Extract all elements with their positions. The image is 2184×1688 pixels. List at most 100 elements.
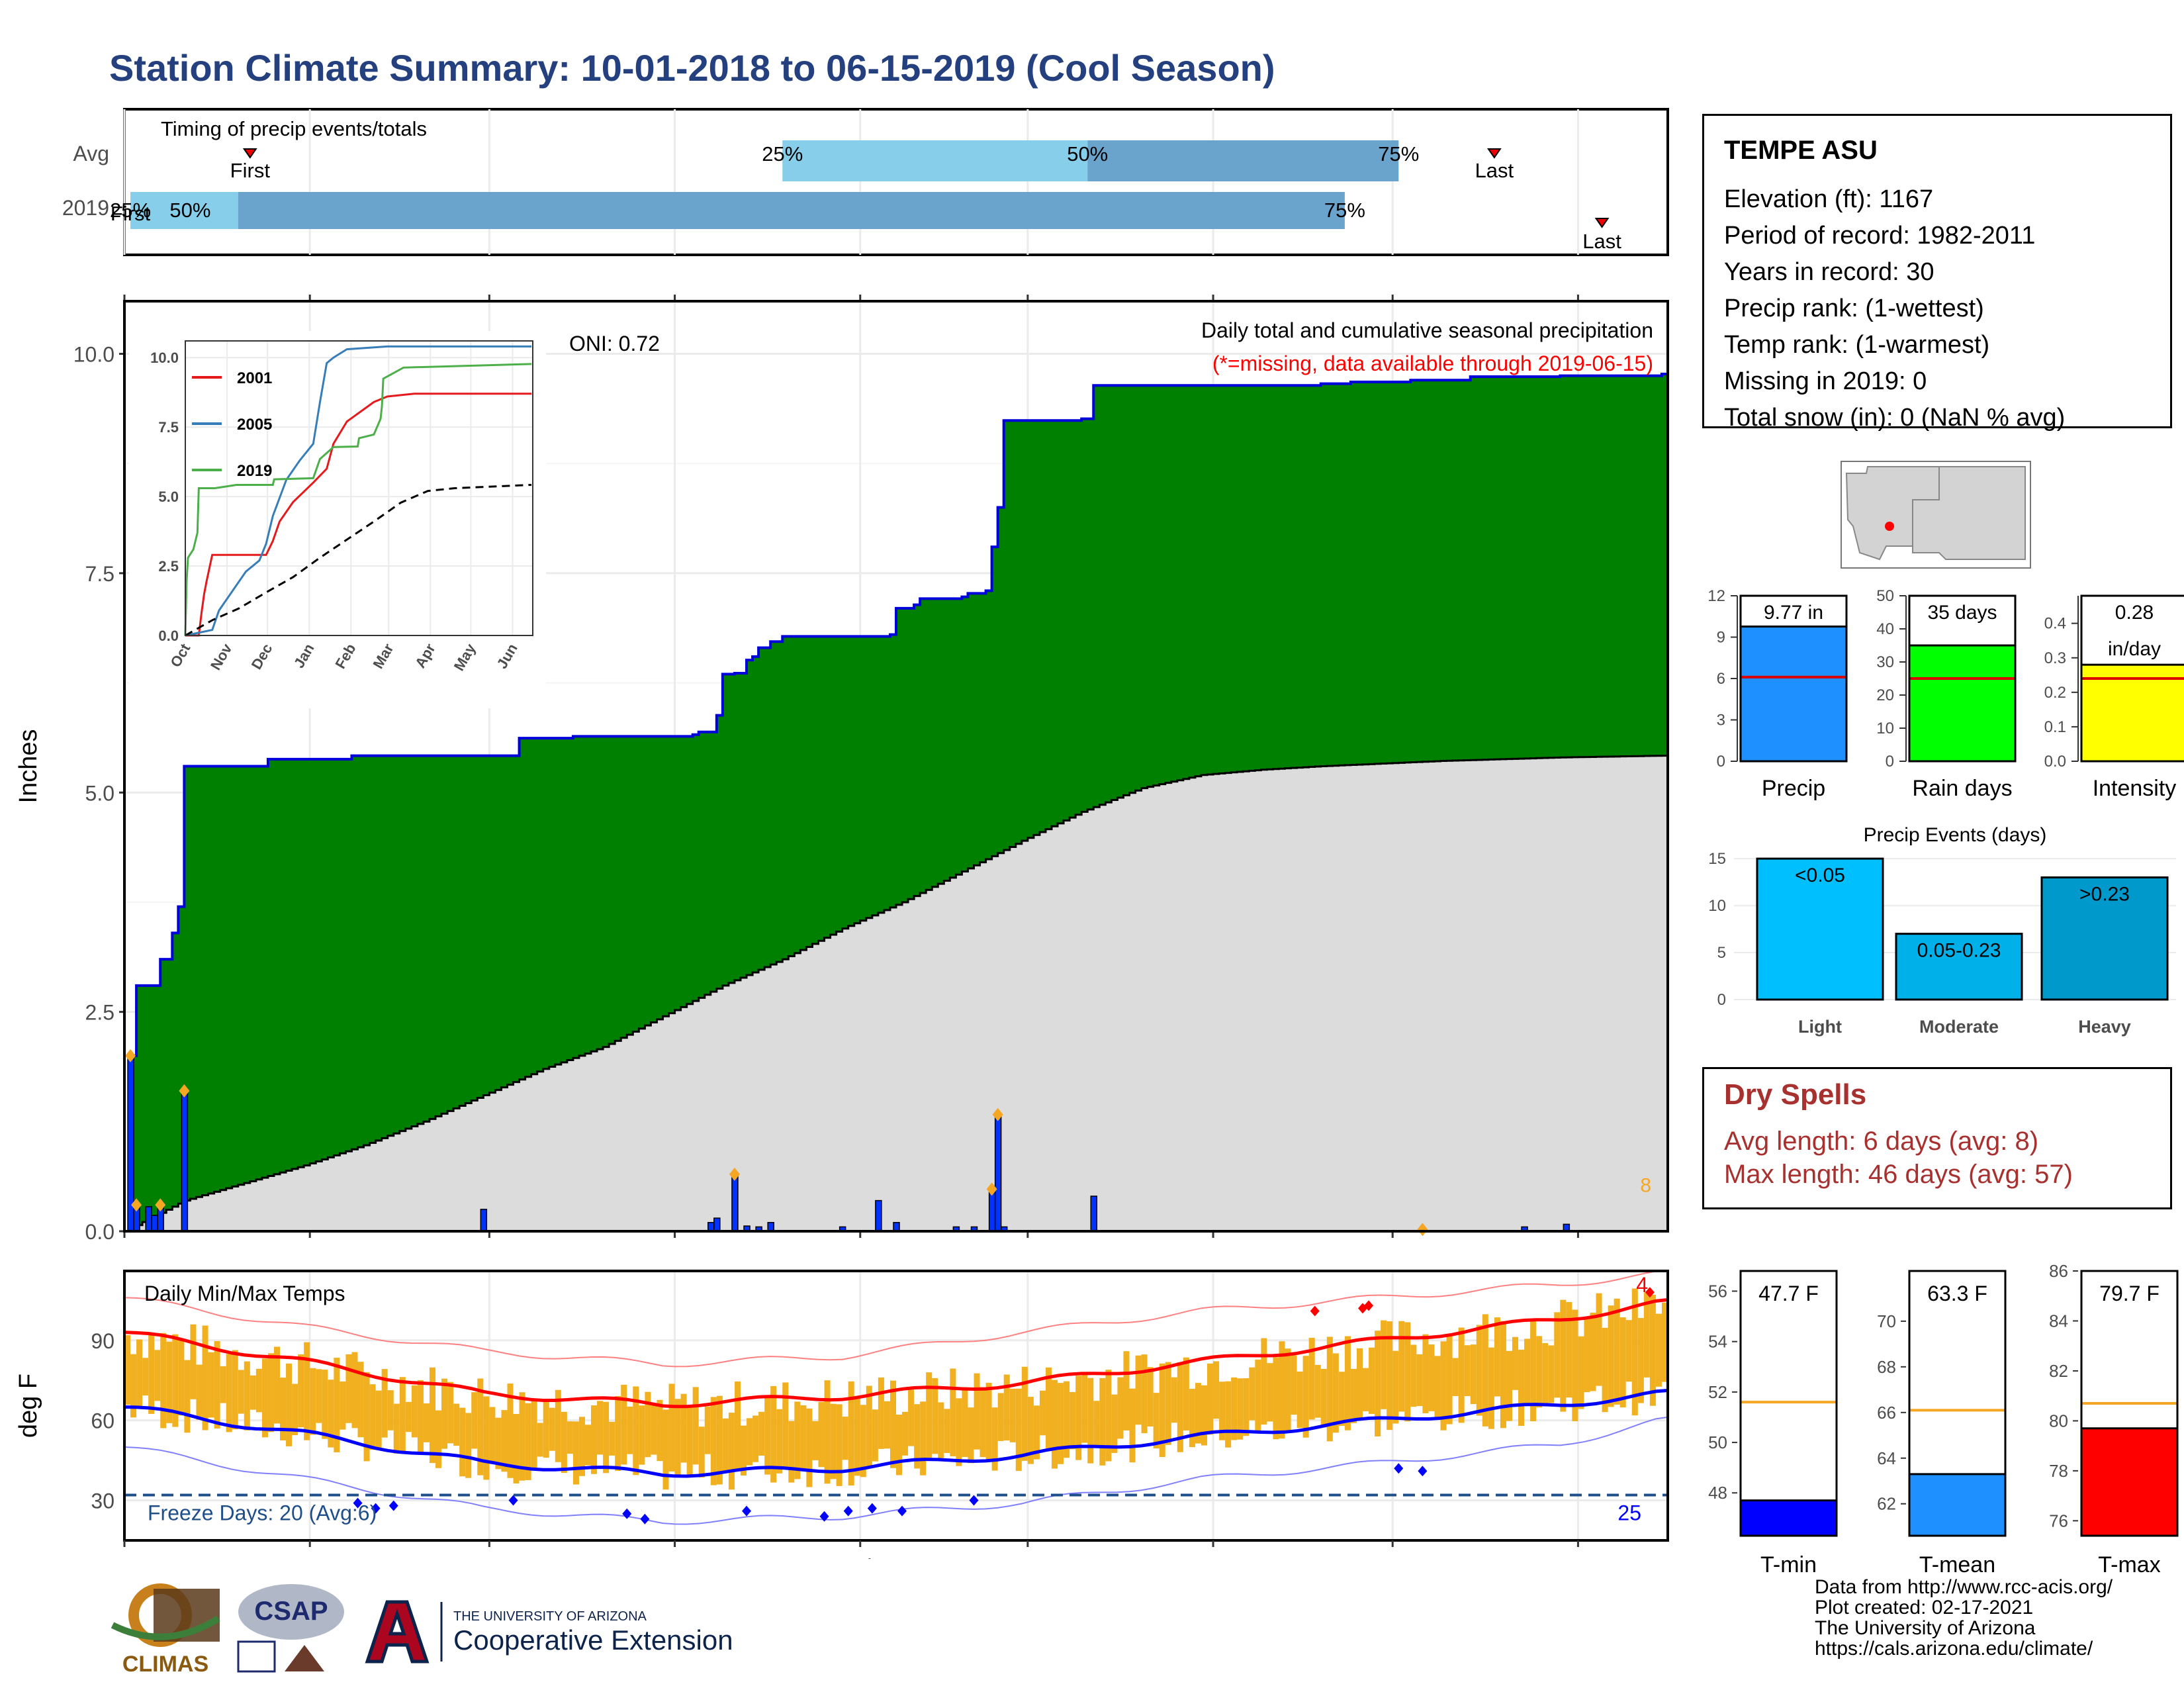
- inset-series-line: [184, 363, 532, 636]
- precip-y-axis-label: Inches: [15, 729, 42, 804]
- daily-temp-bar: [1464, 1345, 1471, 1397]
- daily-temp-bar: [824, 1380, 831, 1484]
- daily-temp-bar: [1518, 1349, 1525, 1427]
- daily-temp-bar: [752, 1415, 759, 1462]
- daily-temp-bar: [639, 1405, 645, 1465]
- record-low-marker-icon: [867, 1503, 877, 1514]
- inset-series-line: [185, 393, 531, 637]
- ua-big-text: Cooperative Extension: [453, 1624, 733, 1656]
- timing-row-label: 2019: [62, 196, 109, 220]
- inset-frame: [185, 340, 533, 636]
- daily-temp-bar: [1422, 1334, 1429, 1413]
- record-low-marker-icon: [371, 1503, 381, 1514]
- missing-data-marker-icon: [179, 1084, 190, 1098]
- temp-chart: 30 60 90 Oct Nov Dec Jan Feb Mar Apr May Jun deg F Da…: [15, 1270, 1669, 1559]
- daily-temp-bar: [1273, 1357, 1279, 1440]
- daily-temp-bar: [555, 1389, 561, 1462]
- daily-temp-bar: [561, 1411, 567, 1474]
- daily-temp-bar: [1590, 1313, 1596, 1391]
- daily-temp-bar: [1297, 1371, 1303, 1429]
- daily-temp-bar: [872, 1409, 878, 1462]
- stat-frame: [1908, 594, 2017, 763]
- events-bar: [1756, 857, 1884, 1001]
- tsum-y-tick-label: 66: [1877, 1403, 1896, 1423]
- daily-temp-bar: [513, 1414, 520, 1483]
- daily-temp-bar: [357, 1362, 364, 1438]
- stat-y-tick-label: 0.2: [2044, 684, 2066, 702]
- daily-temp-bar: [1087, 1378, 1094, 1464]
- daily-temp-bar: [375, 1390, 382, 1450]
- tsum-y-tick-label: 82: [2049, 1361, 2068, 1381]
- stat-category-label: Precip: [1762, 776, 1825, 801]
- temp-x-tick-label: Mar: [1009, 1555, 1048, 1559]
- avg-q25-label: 25%: [762, 142, 803, 165]
- obs-last-marker-icon: [1594, 218, 1610, 228]
- daily-temp-bar: [519, 1392, 525, 1481]
- obs-last-label: Last: [1582, 230, 1621, 253]
- daily-temp-bar: [1099, 1378, 1106, 1466]
- daily-temp-bar: [1440, 1341, 1447, 1430]
- daily-temp-bar: [889, 1380, 896, 1468]
- daily-temp-bar: [1009, 1388, 1016, 1442]
- obs-q50-q75-bar: [238, 192, 1345, 229]
- daily-temp-bar: [453, 1403, 460, 1446]
- oni-label: ONI: 0.72: [569, 332, 660, 355]
- events-y-tick-label: 15: [1708, 850, 1726, 868]
- tsum-y-tick-label: 70: [1877, 1311, 1896, 1331]
- daily-temp-bar: [866, 1385, 872, 1467]
- daily-temp-bar: [1649, 1294, 1656, 1406]
- credit-line: The University of Arizona: [1815, 1617, 2036, 1639]
- daily-temp-bar: [250, 1375, 256, 1410]
- record-low-marker-icon: [1394, 1463, 1404, 1474]
- stat-category-label: Intensity: [2093, 776, 2177, 801]
- daily-temp-bar: [1171, 1377, 1177, 1423]
- station-line: Precip rank: (1-wettest): [1724, 295, 1984, 322]
- daily-temp-bar: [1369, 1347, 1375, 1414]
- daily-temp-bar: [1392, 1350, 1399, 1424]
- daily-temp-bar: [1375, 1331, 1381, 1436]
- events-bar: [2040, 876, 2169, 1001]
- tsum-value-label: 47.7 F: [1758, 1282, 1819, 1305]
- precip-chart-title: Daily total and cumulative seasonal prec…: [1201, 318, 1653, 342]
- daily-temp-bar: [202, 1325, 208, 1430]
- daily-temp-bar: [1446, 1334, 1453, 1425]
- daily-temp-bar: [1279, 1341, 1285, 1439]
- daily-temp-bar: [435, 1410, 442, 1468]
- temp-y-tick-label: 30: [91, 1489, 114, 1513]
- daily-temp-bar: [854, 1396, 860, 1476]
- daily-temp-bar: [405, 1401, 412, 1432]
- daily-temp-bar: [543, 1401, 549, 1458]
- daily-temp-bar: [1566, 1301, 1572, 1398]
- inset-y-tick-label: 0.0: [158, 628, 179, 644]
- summary-bars: 0 3 6 9 12 9.77 in Precip 0 10 20 30 40 50 35 days Rai…: [1707, 587, 2184, 801]
- daily-temp-bar: [1189, 1389, 1195, 1448]
- daily-temp-bar: [154, 1350, 161, 1401]
- record-low-marker-icon: [353, 1497, 363, 1509]
- tsum-y-tick-label: 80: [2049, 1411, 2068, 1430]
- obs-q75-label: 75%: [1324, 199, 1365, 222]
- stat-y-tick-label: 30: [1876, 653, 1894, 671]
- events-y-tick-label: 0: [1717, 991, 1726, 1009]
- daily-temp-bar: [818, 1401, 825, 1468]
- daily-precip-bar: [480, 1209, 488, 1232]
- daily-temp-bar: [776, 1409, 783, 1474]
- daily-temp-bar: [477, 1378, 484, 1476]
- daily-temp-bar: [1039, 1390, 1046, 1436]
- avg-q50-q75-bar: [1087, 140, 1399, 181]
- obs-q50-label: 50%: [169, 199, 210, 222]
- daily-temp-bar: [328, 1380, 334, 1448]
- tsum-value-label: 79.7 F: [2099, 1282, 2160, 1305]
- temp-chart-title: Daily Min/Max Temps: [144, 1282, 345, 1305]
- dry-spells-box: Dry Spells Avg length: 6 days (avg: 8) M…: [1702, 1067, 2172, 1209]
- daily-temp-bar: [956, 1398, 962, 1466]
- precip-plot-frame: [123, 300, 1669, 1233]
- precip-chart-subtitle: (*=missing, data available through 2019-…: [1212, 352, 1653, 375]
- daily-temp-bar: [369, 1384, 376, 1450]
- daily-temp-bar: [740, 1425, 747, 1476]
- daily-temp-bar: [1015, 1388, 1022, 1472]
- inset-legend-label: 2001: [237, 369, 272, 387]
- daily-temp-bar: [387, 1390, 394, 1430]
- daily-temp-bar: [1201, 1385, 1208, 1446]
- daily-temp-bar: [255, 1368, 262, 1413]
- daily-temp-bar: [1141, 1354, 1148, 1434]
